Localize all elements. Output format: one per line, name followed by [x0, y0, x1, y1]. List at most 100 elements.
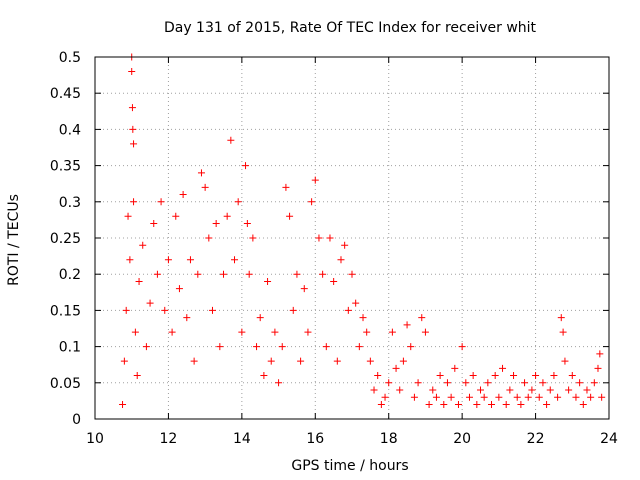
data-point — [524, 393, 532, 401]
data-point — [264, 277, 272, 285]
data-point — [572, 393, 580, 401]
data-point — [594, 364, 602, 372]
x-tick-label: 24 — [600, 431, 618, 447]
data-point — [469, 372, 477, 380]
data-point — [370, 386, 378, 394]
data-point — [128, 67, 136, 75]
y-tick-label: 0.05 — [50, 376, 81, 392]
data-point — [418, 314, 426, 322]
data-point — [392, 364, 400, 372]
data-point — [557, 314, 565, 322]
data-point — [245, 270, 253, 278]
data-point — [150, 220, 158, 228]
data-point — [238, 328, 246, 336]
data-point — [153, 270, 161, 278]
data-point — [596, 350, 604, 358]
data-point — [243, 220, 251, 228]
y-tick-label: 0.5 — [59, 50, 81, 66]
data-point — [142, 343, 150, 351]
data-point — [352, 299, 360, 307]
data-point — [506, 386, 514, 394]
x-tick-label: 14 — [233, 431, 251, 447]
data-point — [197, 169, 205, 177]
data-point — [119, 401, 127, 409]
x-tick-label: 20 — [453, 431, 471, 447]
data-point — [462, 379, 470, 387]
data-point — [388, 328, 396, 336]
data-point — [304, 328, 312, 336]
data-point — [517, 401, 525, 409]
data-point — [590, 379, 598, 387]
data-point — [436, 372, 444, 380]
x-tick-label: 18 — [380, 431, 398, 447]
data-point — [131, 328, 139, 336]
data-point — [359, 314, 367, 322]
data-point — [366, 357, 374, 365]
data-point — [271, 328, 279, 336]
data-point — [128, 104, 136, 112]
data-point — [164, 256, 172, 264]
data-point — [308, 198, 316, 206]
y-tick-label: 0.1 — [59, 340, 81, 356]
data-point — [322, 343, 330, 351]
data-point — [579, 401, 587, 409]
data-point — [256, 314, 264, 322]
data-point — [414, 379, 422, 387]
data-point — [315, 234, 323, 242]
x-axis-label: GPS time / hours — [291, 458, 408, 474]
data-point — [242, 162, 250, 170]
x-tick-label: 22 — [527, 431, 545, 447]
data-point — [443, 379, 451, 387]
data-point — [319, 270, 327, 278]
data-point — [286, 212, 294, 220]
data-point — [249, 234, 257, 242]
data-point — [223, 212, 231, 220]
data-point — [543, 401, 551, 409]
data-point — [484, 379, 492, 387]
data-point — [521, 379, 529, 387]
data-point — [124, 212, 132, 220]
y-tick-label: 0 — [72, 412, 81, 428]
data-point — [289, 306, 297, 314]
y-tick-label: 0.45 — [50, 86, 81, 102]
data-point — [186, 256, 194, 264]
data-point — [194, 270, 202, 278]
data-point — [583, 386, 591, 394]
data-point — [410, 393, 418, 401]
data-point — [267, 357, 275, 365]
data-point — [326, 234, 334, 242]
data-point — [539, 379, 547, 387]
data-point — [396, 386, 404, 394]
data-point — [399, 357, 407, 365]
data-point — [348, 270, 356, 278]
x-tick-label: 12 — [160, 431, 178, 447]
y-tick-label: 0.35 — [50, 159, 81, 175]
data-point — [546, 386, 554, 394]
tick-layer: 10 12 14 16 18 20 22 24 0 0.05 0.1 0.15 0.2 0.25 0.3 0.… — [50, 50, 618, 447]
data-point — [234, 198, 242, 206]
y-tick-label: 0.25 — [50, 231, 81, 247]
data-point — [212, 220, 220, 228]
y-tick-label: 0.4 — [59, 122, 81, 138]
data-point — [175, 285, 183, 293]
data-point — [554, 393, 562, 401]
y-tick-label: 0.15 — [50, 303, 81, 319]
x-tick-label: 10 — [86, 431, 104, 447]
data-point — [363, 328, 371, 336]
data-point — [120, 357, 128, 365]
data-point — [587, 393, 595, 401]
data-point — [172, 212, 180, 220]
y-tick-label: 0.3 — [59, 195, 81, 211]
data-point — [440, 401, 448, 409]
data-point — [330, 277, 338, 285]
data-point — [451, 364, 459, 372]
x-tick-label: 16 — [306, 431, 324, 447]
data-point — [355, 343, 363, 351]
data-point — [425, 401, 433, 409]
data-point — [282, 183, 290, 191]
data-point — [297, 357, 305, 365]
data-point — [135, 277, 143, 285]
data-point — [179, 191, 187, 199]
data-point — [253, 343, 261, 351]
data-point — [385, 379, 393, 387]
